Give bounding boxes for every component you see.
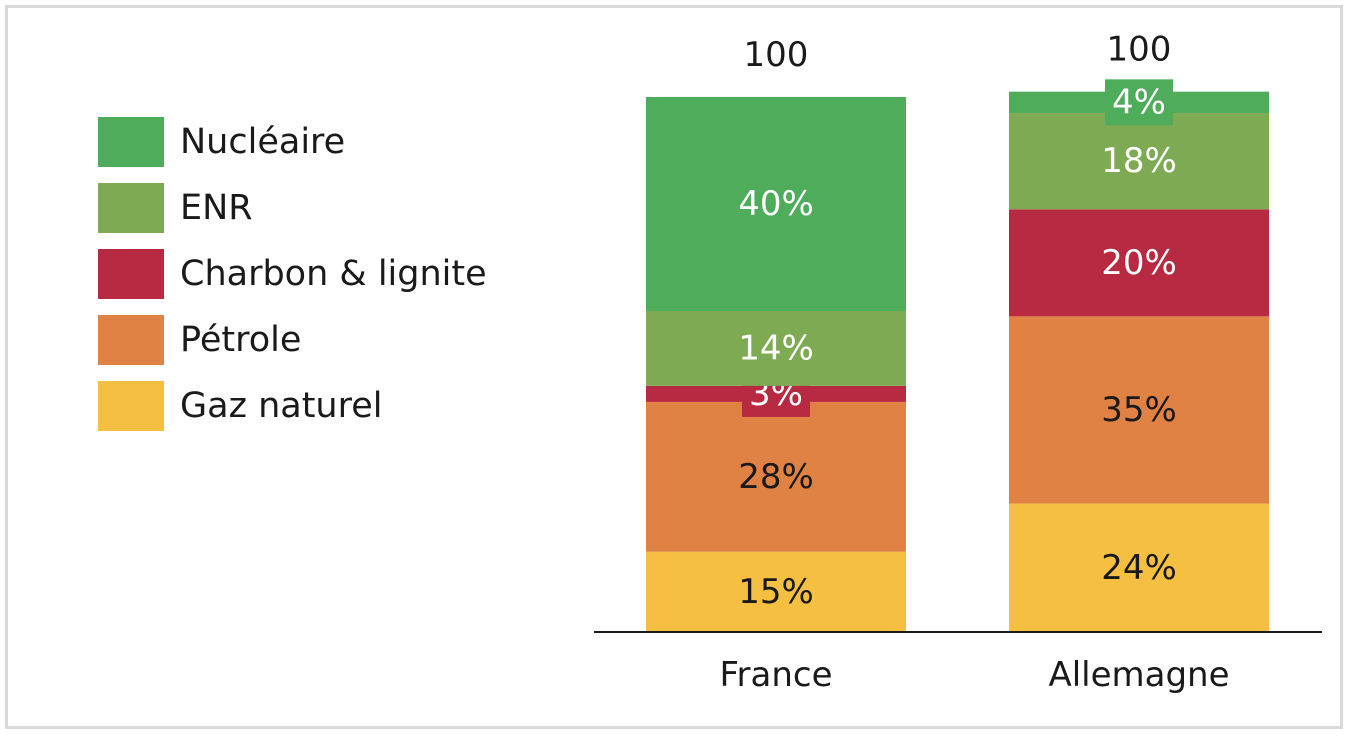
category-label-allemagne: Allemagne bbox=[1048, 655, 1229, 695]
legend-swatch-charbon-lignite bbox=[98, 249, 164, 299]
legend-item-enr: ENR bbox=[98, 183, 487, 233]
legend-swatch-petrole bbox=[98, 315, 164, 365]
data-label-allemagne-enr: 18% bbox=[1101, 141, 1177, 181]
legend-swatch-nucleaire bbox=[98, 117, 164, 167]
legend-item-petrole: Pétrole bbox=[98, 315, 487, 365]
bar-segment-allemagne-gaz-naturel bbox=[1009, 503, 1269, 632]
legend-label-enr: ENR bbox=[180, 188, 253, 228]
legend: Nucléaire ENR Charbon & lignite Pétrole … bbox=[98, 117, 487, 447]
data-label-france-petrole: 28% bbox=[738, 457, 814, 497]
data-label-france-nucleaire: 40% bbox=[738, 184, 814, 224]
bar-segment-france-gaz-naturel bbox=[646, 551, 906, 632]
data-label-allemagne-charbon-lignite: 20% bbox=[1101, 243, 1177, 283]
legend-label-gaz-naturel: Gaz naturel bbox=[180, 386, 383, 426]
bar-segment-france-enr bbox=[646, 311, 906, 386]
legend-item-charbon-lignite: Charbon & lignite bbox=[98, 249, 487, 299]
data-label-allemagne-petrole: 35% bbox=[1101, 390, 1177, 430]
data-label-france-gaz-naturel: 15% bbox=[738, 572, 814, 612]
total-label-allemagne: 100 bbox=[1107, 30, 1172, 70]
category-label-france: France bbox=[719, 655, 832, 695]
total-label-france: 100 bbox=[744, 35, 809, 75]
legend-label-nucleaire: Nucléaire bbox=[180, 122, 346, 162]
legend-swatch-gaz-naturel bbox=[98, 381, 164, 431]
legend-item-nucleaire: Nucléaire bbox=[98, 117, 487, 167]
data-label-france-enr: 14% bbox=[738, 328, 814, 368]
bar-segment-france-nucleaire bbox=[646, 97, 906, 311]
data-label-allemagne-gaz-naturel: 24% bbox=[1101, 548, 1177, 588]
legend-swatch-enr bbox=[98, 183, 164, 233]
legend-label-petrole: Pétrole bbox=[180, 320, 302, 360]
bar-segment-france-petrole bbox=[646, 401, 906, 552]
legend-item-gaz-naturel: Gaz naturel bbox=[98, 381, 487, 431]
bar-segment-allemagne-enr bbox=[1009, 113, 1269, 210]
bar-segment-allemagne-petrole bbox=[1009, 316, 1269, 504]
data-label-box-allemagne-nucleaire bbox=[1105, 79, 1173, 126]
data-label-allemagne-nucleaire: 4% bbox=[1112, 82, 1166, 122]
bar-segment-allemagne-charbon-lignite bbox=[1009, 209, 1269, 317]
legend-label-charbon-lignite: Charbon & lignite bbox=[180, 254, 487, 294]
